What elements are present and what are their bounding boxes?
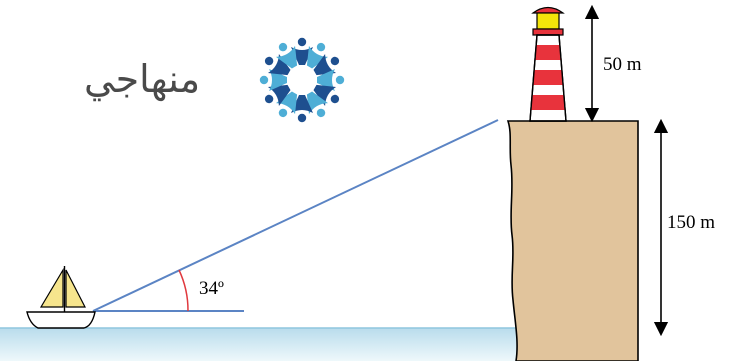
sea	[0, 328, 540, 361]
logo-text: منهاجي	[84, 57, 200, 102]
logo: منهاجي	[84, 38, 344, 122]
lighthouse-stripe-1	[535, 45, 561, 60]
lighthouse-stripe-3	[531, 95, 564, 110]
boat	[27, 266, 95, 328]
sight-line	[93, 120, 498, 311]
cliff-height-label: 150 m	[667, 212, 715, 233]
circle-of-people-icon	[260, 38, 344, 122]
boat-sail-left	[41, 270, 63, 307]
boat-hull	[27, 312, 95, 328]
lighthouse-height-label: 50 m	[603, 54, 642, 75]
boat-sail-right	[66, 270, 85, 307]
lighthouse	[530, 8, 566, 122]
lighthouse-roof	[533, 8, 563, 14]
angle-arc	[179, 270, 188, 311]
cliff	[508, 121, 638, 361]
lighthouse-lamp	[537, 13, 559, 29]
lighthouse-stripe-2	[533, 70, 563, 85]
lighthouse-gallery	[533, 29, 563, 35]
angle-label: 34º	[199, 278, 224, 299]
